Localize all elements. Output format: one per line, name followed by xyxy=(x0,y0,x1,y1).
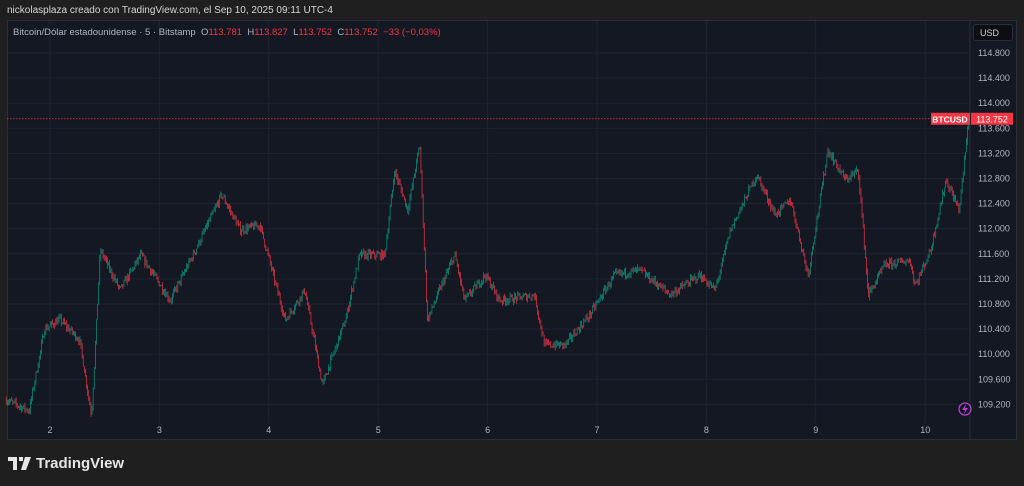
currency-button[interactable]: USD xyxy=(973,24,1013,41)
x-tick-label: 3 xyxy=(157,425,162,435)
y-tick-label: 110.400 xyxy=(978,324,1010,334)
y-tick-label: 111.600 xyxy=(978,249,1009,259)
x-tick-label: 4 xyxy=(266,425,271,435)
y-tick-label: 114.400 xyxy=(978,73,1010,83)
lightning-bolt-icon xyxy=(962,404,968,414)
x-tick-label: 7 xyxy=(594,425,599,435)
lightning-icon[interactable] xyxy=(958,402,972,416)
low-value: 113.752 xyxy=(298,27,333,38)
change-value: −33 (−0,03%) xyxy=(383,27,441,38)
tradingview-logo-icon xyxy=(8,457,31,470)
last-price-label: 113.752 xyxy=(976,114,1008,124)
x-tick-label: 2 xyxy=(47,425,52,435)
y-tick-label: 110.800 xyxy=(978,299,1010,309)
x-tick-label: 6 xyxy=(485,425,490,435)
y-tick-label: 113.200 xyxy=(978,148,1010,158)
chart-panel[interactable] xyxy=(7,20,1017,440)
brand-name: TradingView xyxy=(36,455,125,472)
x-tick-label: 10 xyxy=(920,425,930,435)
chart-credit: nickolasplaza creado con TradingView.com… xyxy=(7,5,333,16)
y-tick-label: 112.800 xyxy=(978,174,1010,184)
y-tick-label: 112.400 xyxy=(978,199,1010,209)
high-value: 113.827 xyxy=(254,27,288,38)
y-tick-label: 113.600 xyxy=(978,123,1010,133)
close-label: C xyxy=(337,27,345,38)
y-tick-label: 110.000 xyxy=(978,349,1010,359)
symbol-badge xyxy=(931,112,970,125)
last-price-badge xyxy=(971,112,1013,125)
low-label: L xyxy=(293,27,299,38)
symbol-description[interactable]: Bitcoin/Dólar estadounidense · 5 · Bitst… xyxy=(13,27,196,38)
tradingview-logo[interactable]: TradingView xyxy=(8,455,124,472)
y-tick-label: 114.800 xyxy=(978,48,1010,58)
close-value: 113.752 xyxy=(344,27,378,38)
y-tick-label: 111.200 xyxy=(978,274,1009,284)
symbol-badge-label: BTCUSD xyxy=(932,114,967,124)
x-tick-label: 5 xyxy=(376,425,381,435)
y-tick-label: 112.000 xyxy=(978,224,1010,234)
ohlc-legend: Bitcoin/Dólar estadounidense · 5 · Bitst… xyxy=(13,27,441,38)
open-label: O xyxy=(201,27,209,38)
x-tick-label: 8 xyxy=(704,425,709,435)
y-tick-label: 109.200 xyxy=(978,399,1011,409)
x-tick-label: 9 xyxy=(813,425,818,435)
y-tick-label: 114.000 xyxy=(978,98,1010,108)
open-value: 113.781 xyxy=(208,27,243,38)
high-label: H xyxy=(247,27,255,38)
y-tick-label: 109.600 xyxy=(978,374,1011,384)
